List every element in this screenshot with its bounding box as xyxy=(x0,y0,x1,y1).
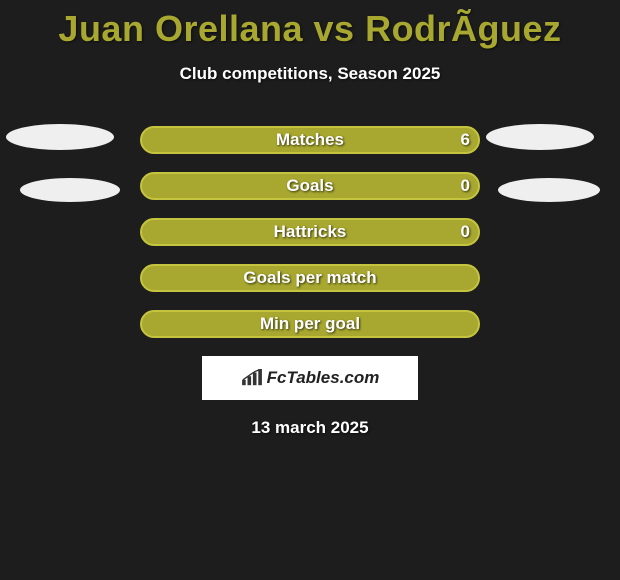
chart-icon xyxy=(241,369,263,387)
stat-bar xyxy=(140,126,480,154)
player-placeholder xyxy=(6,124,114,150)
stats-container: Matches6Goals0Hattricks0Goals per matchM… xyxy=(0,126,620,338)
subtitle: Club competitions, Season 2025 xyxy=(0,64,620,84)
stat-row: Goals per match xyxy=(0,264,620,292)
player-placeholder xyxy=(20,178,120,202)
stat-bar xyxy=(140,264,480,292)
player-placeholder xyxy=(486,124,594,150)
stat-value: 0 xyxy=(461,218,470,246)
page-title: Juan Orellana vs RodrÃ­guez xyxy=(0,0,620,50)
attribution-logo: FcTables.com xyxy=(202,356,418,400)
stat-bar xyxy=(140,172,480,200)
stat-row: Min per goal xyxy=(0,310,620,338)
stat-bar xyxy=(140,218,480,246)
stat-row: Hattricks0 xyxy=(0,218,620,246)
stat-bar xyxy=(140,310,480,338)
stat-value: 0 xyxy=(461,172,470,200)
attribution-text: FcTables.com xyxy=(267,368,380,388)
player-placeholder xyxy=(498,178,600,202)
date-label: 13 march 2025 xyxy=(0,418,620,438)
stat-value: 6 xyxy=(461,126,470,154)
